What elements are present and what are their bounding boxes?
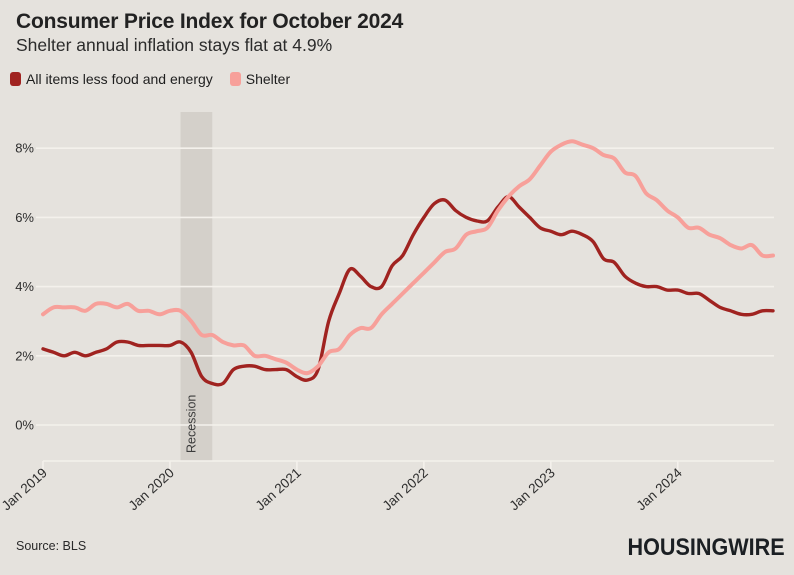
page-subtitle: Shelter annual inflation stays flat at 4… [16,35,333,55]
y-tick-label: 0% [15,418,34,433]
y-tick-label: 2% [15,348,34,363]
legend-swatch-shelter [229,72,241,86]
recession-label: Recession [185,395,199,453]
legend: All items less food and energy Shelter [10,71,290,87]
legend-label-core: All items less food and energy [26,71,213,87]
x-tick-label: Jan 2022 [380,465,431,513]
series-line-core-cpi [41,194,775,387]
y-tick-label: 4% [15,279,34,294]
series-line-shelter [41,139,775,376]
page-title: Consumer Price Index for October 2024 [16,10,404,33]
legend-item-core: All items less food and energy [10,71,213,87]
x-tick-label: Jan 2023 [507,465,558,513]
x-tick-label: Jan 2019 [0,465,50,513]
source-note: Source: BLS [16,539,87,553]
x-tick-label: Jan 2021 [253,465,304,513]
y-tick-label: 8% [15,141,34,156]
x-tick-label: Jan 2024 [633,465,685,514]
y-tick-label: 6% [15,210,34,225]
housingwire-logo: HOUSINGWIRE [627,534,785,561]
legend-swatch-core [10,72,21,86]
legend-item-shelter: Shelter [229,71,291,87]
x-tick-label: Jan 2020 [126,465,177,513]
legend-label-shelter: Shelter [245,71,291,87]
